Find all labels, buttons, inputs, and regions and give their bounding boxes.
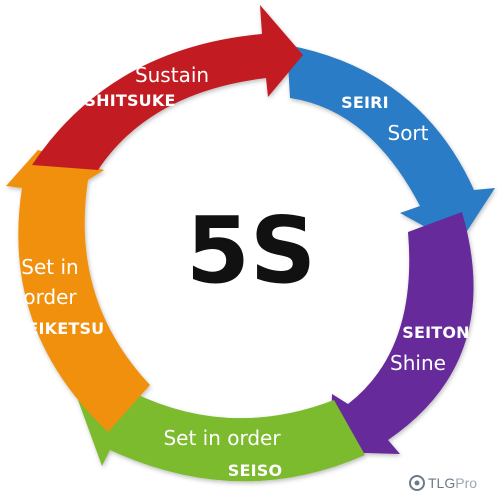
center-title: 5S: [186, 197, 316, 304]
arrow-segment-seiri: [287, 45, 495, 245]
arrow-segment-shitsuke: [32, 5, 303, 170]
label-seiketsu-name: SEIKETSU: [16, 319, 105, 338]
logo-eye-icon: [409, 475, 425, 491]
tlgpro-logo: TLGPro: [409, 475, 477, 491]
label-seiso-meaning: Set in order: [163, 426, 281, 450]
label-seiketsu-meaning-line2: order: [23, 285, 77, 309]
label-shitsuke-meaning: Sustain: [135, 63, 209, 87]
arrow-segment-seiso: [78, 372, 365, 482]
logo-text-suffix: Pro: [455, 475, 477, 491]
arrow-segment-seiton: [330, 212, 474, 454]
label-seiketsu-meaning-line1: Set in: [21, 255, 78, 279]
label-seiton-name: SEITON: [402, 323, 470, 342]
label-seiri-name: SEIRI: [341, 93, 389, 112]
logo-eye-pupil-icon: [414, 480, 420, 486]
svg-text:TLGPro: TLGPro: [428, 475, 477, 491]
label-shitsuke-name: SHITSUKE: [84, 91, 175, 110]
label-seiri-meaning: Sort: [388, 121, 429, 145]
arrow-segment-seiketsu: [6, 150, 150, 432]
label-seiton-meaning: Shine: [390, 351, 446, 375]
logo-text-main: TLG: [428, 475, 455, 491]
label-seiso-name: SEISO: [228, 461, 283, 480]
